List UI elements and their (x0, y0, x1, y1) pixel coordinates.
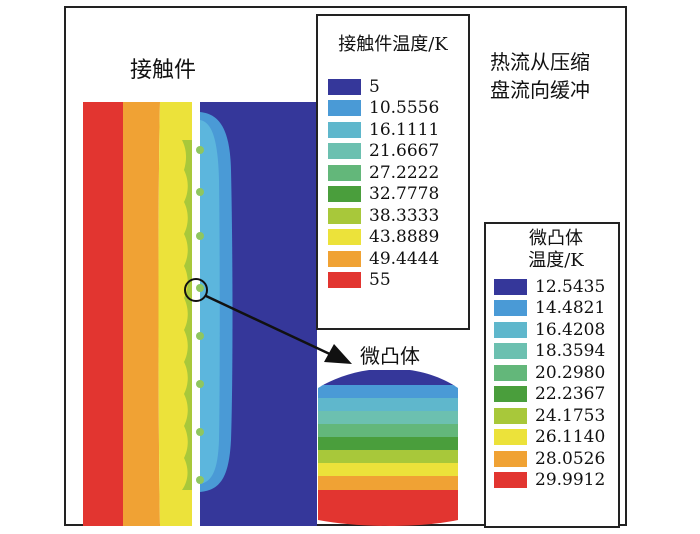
asperity-label: 微凸体 (360, 344, 420, 368)
legend-entry: 16.1111 (328, 119, 468, 141)
legend-swatch (328, 229, 361, 246)
legend-entry: 16.4208 (494, 319, 618, 341)
legend-swatch (494, 386, 527, 403)
inset-band-3 (318, 398, 458, 412)
legend-entry: 49.4444 (328, 248, 468, 270)
legend-value: 27.2222 (369, 162, 440, 183)
contour-yellow-green-band (182, 140, 192, 490)
figure-frame (64, 6, 627, 526)
legend-title-line1: 微凸体 (529, 228, 583, 249)
legend-value: 24.1753 (535, 405, 606, 426)
legend-entry: 32.7778 (328, 184, 468, 206)
legend-entry: 12.5435 (494, 276, 618, 298)
contour-orange-band (123, 102, 160, 526)
legend-value: 55 (369, 270, 391, 291)
legend-value: 29.9912 (535, 470, 606, 491)
legend-swatch (328, 164, 361, 181)
buffer-part-contour (196, 102, 317, 526)
legend-swatch (494, 450, 527, 467)
legend-value: 16.4208 (535, 319, 606, 340)
inset-band-6 (318, 437, 458, 451)
legend-entry: 14.4821 (494, 298, 618, 320)
legend-value: 16.1111 (369, 119, 440, 140)
legend-entry: 38.3333 (328, 205, 468, 227)
asperity-bumps (196, 146, 204, 484)
legend-entry: 21.6667 (328, 141, 468, 163)
legend-entry: 5 (328, 76, 468, 98)
legend-swatch (328, 143, 361, 160)
legend-value: 49.4444 (369, 248, 440, 269)
legend-entry: 18.3594 (494, 341, 618, 363)
contact-interface-gap (192, 102, 200, 526)
legend-value: 26.1140 (535, 427, 606, 448)
legend-entry: 26.1140 (494, 427, 618, 449)
legend-title-line2: 温度/K (528, 250, 584, 271)
inset-band-8 (318, 463, 458, 477)
inset-band-10 (318, 490, 458, 526)
legend-swatch (328, 272, 361, 289)
legend-swatch (494, 300, 527, 317)
legend-value: 21.6667 (369, 141, 440, 162)
legend-swatch (494, 343, 527, 360)
legend-entry: 22.2367 (494, 384, 618, 406)
legend-entry: 43.8889 (328, 227, 468, 249)
contact-part-contour (83, 102, 200, 526)
asperity-highlight-circle (184, 278, 208, 302)
legend-entry: 28.0526 (494, 448, 618, 470)
legend-value: 18.3594 (535, 341, 606, 362)
inset-band-7 (318, 450, 458, 464)
contact-part-label: 接触件 (130, 58, 197, 83)
legend-swatch (494, 364, 527, 381)
legend-value: 38.3333 (369, 205, 440, 226)
legend-entry: 24.1753 (494, 405, 618, 427)
legend-swatch (494, 407, 527, 424)
legend-value: 43.8889 (369, 227, 440, 248)
contour-yellow-band (158, 102, 193, 526)
contact-temperature-legend: 接触件温度/K 5 10.5556 16.1111 21.6667 27.2222 32.… (316, 14, 470, 330)
legend-value: 20.2980 (535, 362, 606, 383)
legend-value: 12.5435 (535, 276, 606, 297)
legend-value: 5 (369, 76, 380, 97)
legend-swatch (328, 250, 361, 267)
legend-swatch (328, 100, 361, 117)
legend-value: 14.4821 (535, 298, 606, 319)
legend-swatch (494, 278, 527, 295)
inset-band-1 (318, 370, 458, 386)
zoom-arrow-head (324, 344, 352, 364)
legend-swatch (328, 207, 361, 224)
legend-value: 28.0526 (535, 448, 606, 469)
legend-entry: 10.5556 (328, 98, 468, 120)
contour-light-blue-region (200, 120, 220, 484)
inset-band-2 (318, 385, 458, 399)
legend-entry: 27.2222 (328, 162, 468, 184)
legend-entry: 29.9912 (494, 470, 618, 492)
contour-red-band (83, 102, 123, 526)
legend-swatch (328, 121, 361, 138)
asperity-temperature-legend: 微凸体 温度/K 12.5435 14.4821 16.4208 18.3594 20.… (484, 222, 620, 528)
legend-value: 32.7778 (369, 184, 440, 205)
inset-band-9 (318, 476, 458, 491)
legend-swatch (328, 186, 361, 203)
inset-band-4 (318, 411, 458, 425)
legend-swatch (328, 78, 361, 95)
asperity-inset (318, 370, 458, 526)
legend-swatch (494, 321, 527, 338)
heat-flow-label-line2: 盘流向缓冲 (490, 78, 590, 102)
legend-entry: 20.2980 (494, 362, 618, 384)
legend-entry: 55 (328, 270, 468, 292)
legend-value: 10.5556 (369, 98, 440, 119)
legend-swatch (494, 429, 527, 446)
legend-value: 22.2367 (535, 384, 606, 405)
heat-flow-label-line1: 热流从压缩 (490, 50, 590, 74)
legend-swatch (494, 472, 527, 489)
legend-title: 接触件温度/K (338, 34, 448, 55)
zoom-arrow-line (205, 294, 335, 358)
inset-band-5 (318, 424, 458, 438)
